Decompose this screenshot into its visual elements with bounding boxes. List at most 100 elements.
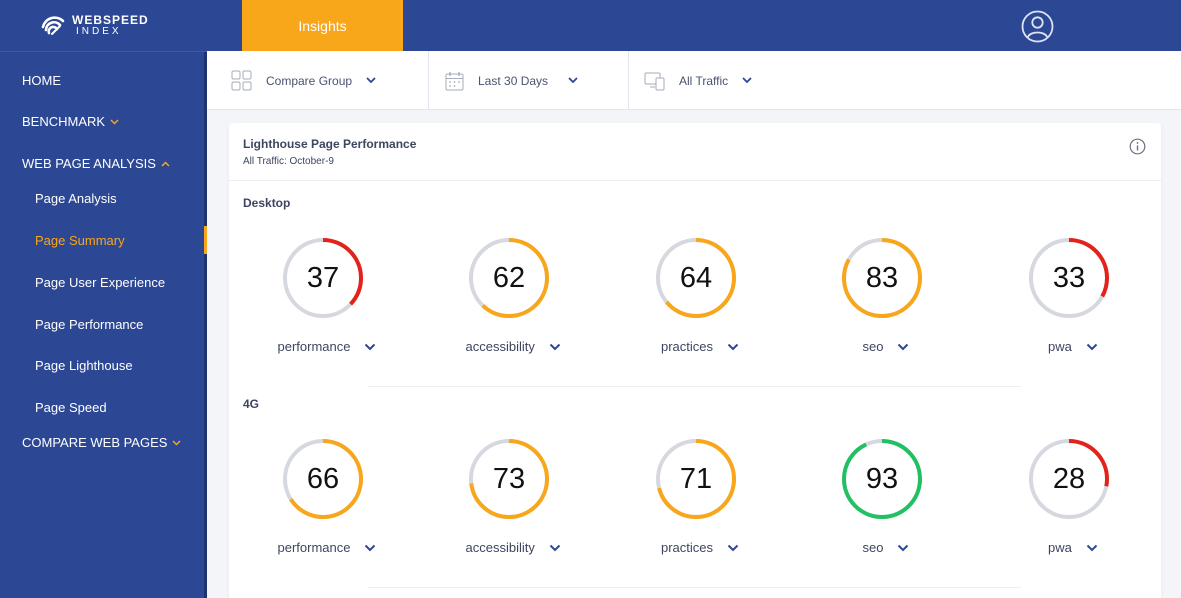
active-item-marker [204, 226, 207, 254]
sidebar-item-label: HOME [22, 73, 61, 88]
chevron-down-icon [1086, 343, 1098, 350]
filter-divider [628, 51, 629, 110]
metric-accessibility-toggle[interactable]: accessibility [466, 540, 561, 555]
section-title: Desktop [243, 196, 291, 210]
metric-practices-toggle[interactable]: practices [661, 540, 739, 555]
gauge-ring [1029, 238, 1109, 318]
gauge-ring [842, 238, 922, 318]
tab-insights-label: Insights [298, 17, 347, 34]
metric-label: seo [862, 540, 884, 555]
metric-label: performance [277, 540, 351, 555]
score-value: 66 [306, 462, 340, 495]
sidebar-item-label: WEB PAGE ANALYSIS [22, 156, 156, 171]
traffic-label: All Traffic [679, 73, 729, 88]
score-value: 64 [679, 261, 713, 294]
chevron-down-icon [568, 77, 578, 84]
sidebar-subitem-page-performance[interactable]: Page Performance [35, 317, 144, 332]
chevron-down-icon [365, 343, 376, 350]
chevron-down-icon [549, 544, 561, 551]
metric-label: pwa [1048, 540, 1072, 555]
gauge-score-arc [469, 439, 549, 519]
score-value: 62 [492, 261, 526, 294]
user-avatar-icon[interactable] [1021, 10, 1054, 43]
score-gauge: 83 [840, 236, 924, 320]
sidebar-item-benchmark[interactable]: BENCHMARK [22, 114, 119, 129]
gauge-score-arc [1029, 439, 1109, 519]
chevron-up-icon [161, 160, 170, 167]
score-value: 71 [679, 462, 713, 495]
gauge-score-arc [842, 439, 922, 519]
chevron-down-icon [172, 439, 181, 446]
chevron-down-icon [727, 343, 739, 350]
metric-performance-toggle[interactable]: performance [278, 339, 377, 354]
gauge-score-arc [469, 238, 549, 318]
brand-subname: INDEX [76, 26, 122, 37]
wifi-logo-icon [41, 15, 65, 35]
score-gauge: 66 [281, 437, 365, 521]
section-divider [368, 587, 1021, 588]
card-title: Lighthouse Page Performance [243, 137, 417, 151]
sidebar-item-web-page-analysis[interactable]: WEB PAGE ANALYSIS [22, 156, 170, 171]
metric-label: practices [661, 540, 714, 555]
gauge-score-arc [283, 439, 363, 519]
gauge-ring [842, 439, 922, 519]
sidebar-subitem-page-summary[interactable]: Page Summary [35, 233, 125, 248]
metric-performance-toggle[interactable]: performance [278, 540, 377, 555]
metric-label: performance [277, 339, 351, 354]
sidebar: HOME BENCHMARK WEB PAGE ANALYSIS Page An… [0, 51, 207, 598]
compare-group-label: Compare Group [266, 73, 353, 88]
score-value: 93 [865, 462, 899, 495]
gauge-ring [283, 238, 363, 318]
score-value: 37 [306, 261, 340, 294]
traffic-dropdown[interactable]: All Traffic [644, 51, 752, 110]
sidebar-subitem-page-user-experience[interactable]: Page User Experience [35, 275, 166, 290]
metric-seo-toggle[interactable]: seo [863, 339, 910, 354]
filter-bar: Compare Group Last 30 Days All Traffic [207, 51, 1181, 110]
metric-practices-toggle[interactable]: practices [661, 339, 739, 354]
metric-label: accessibility [465, 540, 535, 555]
tab-insights[interactable]: Insights [242, 0, 403, 51]
metric-accessibility-toggle[interactable]: accessibility [466, 339, 561, 354]
section-title: 4G [243, 397, 260, 411]
score-gauge: 37 [281, 236, 365, 320]
chevron-down-icon [549, 343, 561, 350]
compare-group-dropdown[interactable]: Compare Group [231, 51, 376, 110]
score-gauge: 62 [467, 236, 551, 320]
gauge-ring [1029, 439, 1109, 519]
gauge-score-arc [283, 238, 363, 318]
logo[interactable]: WEBSPEED INDEX [40, 14, 149, 37]
score-value: 83 [865, 261, 899, 294]
chevron-down-icon [898, 544, 909, 551]
card-subtitle: All Traffic: October-9 [243, 156, 334, 167]
gauge-score-arc [842, 238, 922, 318]
score-gauge: 73 [467, 437, 551, 521]
sidebar-item-label: BENCHMARK [22, 114, 106, 129]
sidebar-item-compare-web-pages[interactable]: COMPARE WEB PAGES [22, 435, 181, 450]
info-icon[interactable] [1129, 138, 1146, 155]
chevron-down-icon [1086, 544, 1098, 551]
score-gauge: 28 [1027, 437, 1111, 521]
sidebar-subitem-page-analysis[interactable]: Page Analysis [35, 191, 117, 206]
score-gauge: 93 [840, 437, 924, 521]
score-value: 33 [1052, 261, 1086, 294]
filter-divider [428, 51, 429, 110]
score-gauge: 71 [654, 437, 738, 521]
sidebar-item-home[interactable]: HOME [22, 73, 61, 88]
score-gauge: 64 [654, 236, 738, 320]
gauge-ring [469, 238, 549, 318]
gauge-ring [656, 238, 736, 318]
metric-label: practices [661, 339, 714, 354]
sidebar-subitem-page-speed[interactable]: Page Speed [35, 400, 107, 415]
calendar-icon [445, 71, 464, 90]
score-value: 28 [1052, 462, 1086, 495]
metric-pwa-toggle[interactable]: pwa [1048, 540, 1098, 555]
date-range-label: Last 30 Days [478, 73, 549, 88]
date-range-dropdown[interactable]: Last 30 Days [445, 51, 578, 110]
metric-seo-toggle[interactable]: seo [863, 540, 910, 555]
sidebar-subitem-page-lighthouse[interactable]: Page Lighthouse [35, 358, 133, 373]
gauge-ring [656, 439, 736, 519]
metric-pwa-toggle[interactable]: pwa [1048, 339, 1098, 354]
gauge-ring [469, 439, 549, 519]
lighthouse-card: Lighthouse Page Performance All Traffic:… [229, 123, 1161, 598]
chevron-down-icon [727, 544, 739, 551]
